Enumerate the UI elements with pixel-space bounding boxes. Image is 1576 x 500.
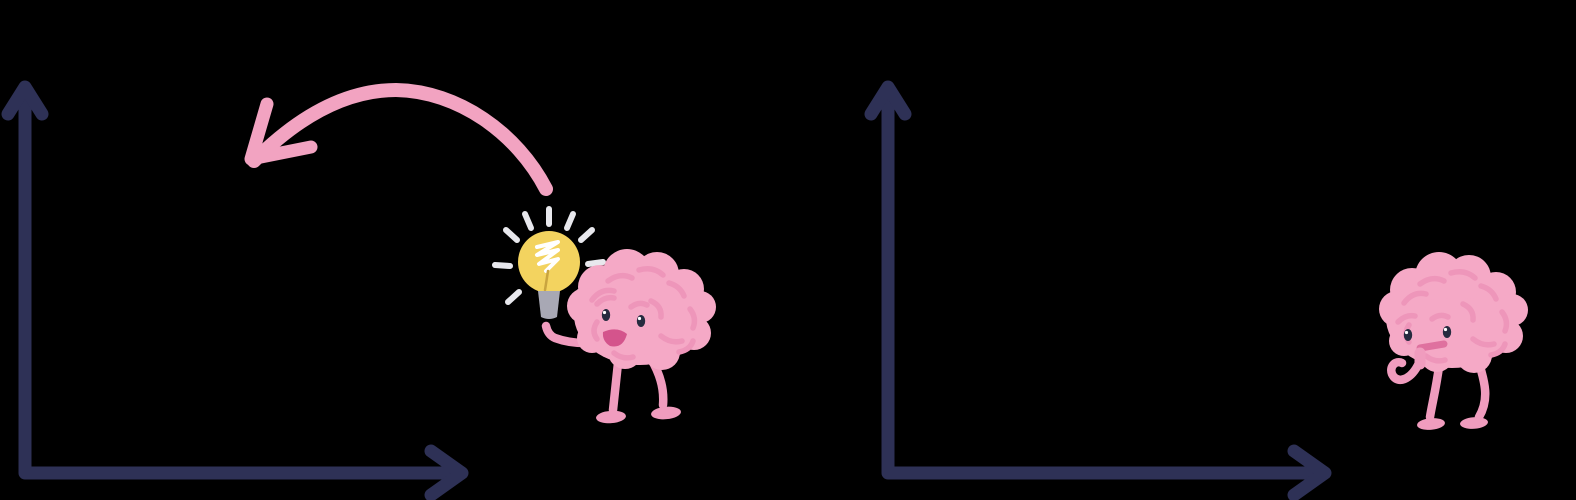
right-axes — [864, 80, 1332, 500]
right-axes-lines — [881, 88, 1320, 480]
left-x-axis-arrowhead-icon — [424, 444, 469, 500]
idea-brain-left-eye — [601, 309, 611, 321]
idea-brain-mouth — [602, 329, 627, 347]
confused-brain-body — [1379, 252, 1528, 373]
right-y-axis-arrowhead-icon — [864, 80, 912, 121]
curved-arrow-shaft — [247, 83, 553, 196]
curved-arrow-head — [244, 97, 318, 166]
lightbulb-base — [538, 291, 560, 319]
confused-brain-left-foot — [1417, 418, 1445, 430]
confused-brain-right-eye — [1442, 326, 1452, 338]
idea-brain-right-brow — [628, 300, 650, 310]
idea-brain-left-brow — [594, 294, 617, 307]
idea-brain-right-foot — [651, 406, 681, 420]
right-diagram — [864, 80, 1528, 500]
idea-brain-legs — [596, 354, 681, 424]
confused-brain-face — [1395, 312, 1452, 352]
idea-brain-left-foot — [596, 410, 626, 424]
confused-brain-left-brow — [1395, 312, 1418, 325]
confused-brain-right-foot — [1460, 417, 1488, 429]
left-axes — [1, 80, 469, 500]
idea-brain-right-eye — [636, 315, 646, 327]
curved-arrow-icon — [244, 83, 553, 196]
lightbulb-filament — [535, 240, 560, 273]
left-diagram — [1, 80, 716, 500]
idea-brain-body — [567, 249, 716, 370]
confused-brain-mouth — [1416, 340, 1448, 352]
left-axes-lines — [18, 88, 457, 480]
idea-brain-character — [541, 249, 716, 424]
confused-brain-right-brow — [1429, 312, 1451, 322]
right-x-axis-arrowhead-icon — [1287, 444, 1332, 500]
confused-brain-character — [1379, 252, 1528, 430]
confused-brain-arm — [1387, 347, 1426, 385]
idea-brain-face — [594, 294, 650, 347]
lightbulb-stem-wire — [543, 269, 550, 292]
confused-brain-left-eye — [1403, 329, 1413, 341]
left-y-axis-arrowhead-icon — [1, 80, 49, 121]
